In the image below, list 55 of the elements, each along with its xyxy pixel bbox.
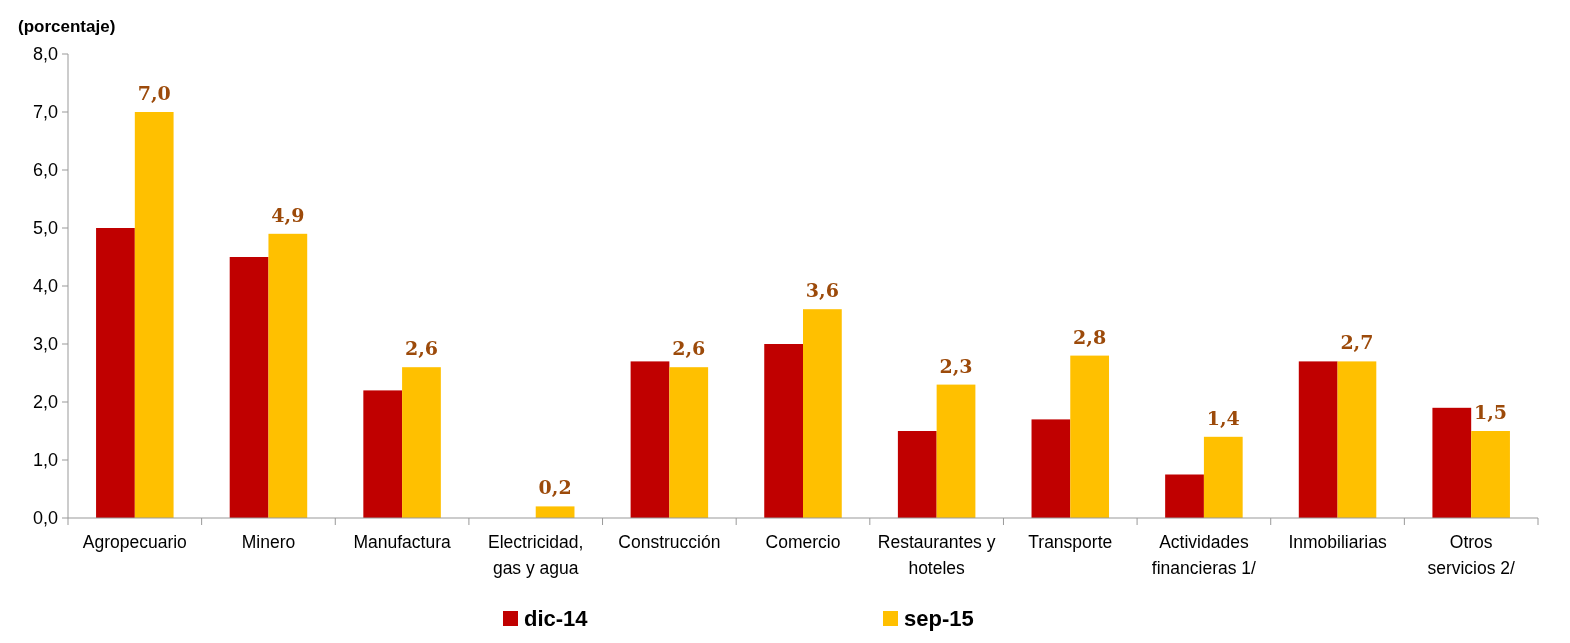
bar [1165,474,1204,518]
legend-label: sep-15 [904,606,974,631]
bar [229,257,269,518]
y-tick-label: 2,0 [32,392,58,413]
bar [1203,436,1243,518]
bar [764,344,803,518]
y-tick-label: 0,0 [32,508,58,529]
data-label: 4,9 [271,203,305,226]
x-tick-label: Otros servicios 2/ [1427,532,1516,578]
bar [268,233,308,518]
data-label: 7,0 [137,82,171,104]
bar [630,361,670,518]
y-tick-label: 1,0 [32,450,58,471]
data-label: 2,7 [1340,331,1374,354]
y-tick-label: 4,0 [32,276,58,297]
bar [134,112,174,518]
data-label: 1,4 [1206,406,1240,429]
bar [936,384,976,518]
data-label: 2,8 [1073,325,1107,348]
x-tick-label: Restaurantes y hoteles [877,532,996,578]
data-label: 2,6 [672,337,706,360]
bar [402,367,441,518]
bar [669,367,709,518]
data-label: 0,2 [538,476,572,499]
y-tick-label: 6,0 [32,160,58,181]
x-tick-label: Minero [241,532,296,552]
x-tick-label: Comercio [765,532,841,552]
y-tick-label: 3,0 [32,334,58,355]
y-axis-title: (porcentaje) [18,17,116,36]
bar [363,390,403,518]
data-label: 3,6 [805,279,839,302]
bar [1031,419,1071,518]
data-label: 2,6 [404,337,438,360]
y-tick-label: 7,0 [32,102,58,123]
x-tick-label: Actividades financieras 1/ [1151,532,1257,578]
bar [1337,361,1377,518]
bar [897,431,937,518]
bar [1471,431,1510,518]
bar [96,228,135,518]
data-label: 1,5 [1474,401,1508,423]
x-tick-label: Construcción [618,532,721,552]
bar [803,309,842,518]
x-tick-label: Manufactura [353,532,451,552]
y-tick-label: 5,0 [32,218,58,239]
bar [535,506,575,518]
bar [1070,355,1110,518]
x-tick-label: Electricidad, gas y agua [488,532,584,578]
data-label: 2,3 [939,354,973,377]
x-tick-label: Transporte [1028,532,1113,552]
x-tick-label: Inmobiliarias [1288,532,1387,552]
bar [1298,361,1338,518]
y-tick-label: 8,0 [32,44,58,65]
x-tick-label: Agropecuario [82,532,187,552]
legend-label: dic-14 [524,606,589,631]
bar [1432,407,1472,518]
